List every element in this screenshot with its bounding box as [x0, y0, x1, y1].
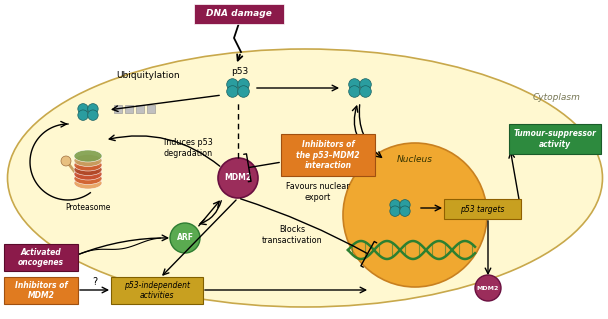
Text: ?: ? — [92, 277, 97, 287]
FancyBboxPatch shape — [509, 124, 601, 154]
Circle shape — [88, 110, 98, 120]
Circle shape — [88, 104, 98, 114]
FancyBboxPatch shape — [4, 277, 78, 304]
Circle shape — [78, 110, 88, 120]
FancyBboxPatch shape — [147, 105, 154, 113]
FancyBboxPatch shape — [194, 4, 284, 24]
Text: MDM2: MDM2 — [477, 286, 499, 291]
Text: Inhibitors of
the p53–MDM2
interaction: Inhibitors of the p53–MDM2 interaction — [296, 140, 360, 170]
Ellipse shape — [74, 154, 102, 167]
Text: Proteasome: Proteasome — [65, 204, 111, 212]
FancyBboxPatch shape — [4, 244, 78, 271]
Circle shape — [170, 223, 200, 253]
Text: ARF: ARF — [176, 234, 193, 242]
Ellipse shape — [74, 177, 102, 189]
Text: Cytoplasm: Cytoplasm — [533, 93, 581, 102]
FancyBboxPatch shape — [111, 277, 203, 304]
Ellipse shape — [74, 159, 102, 171]
Circle shape — [360, 86, 371, 97]
Circle shape — [390, 200, 400, 210]
Circle shape — [238, 86, 249, 97]
Text: Inhibitors of
MDM2: Inhibitors of MDM2 — [15, 281, 67, 300]
Ellipse shape — [74, 168, 102, 180]
Circle shape — [360, 79, 371, 90]
Circle shape — [78, 104, 88, 114]
Circle shape — [399, 206, 410, 216]
Circle shape — [227, 79, 238, 90]
Circle shape — [61, 156, 71, 166]
Ellipse shape — [74, 173, 102, 184]
Circle shape — [349, 79, 361, 90]
FancyBboxPatch shape — [114, 105, 122, 113]
Ellipse shape — [74, 164, 102, 175]
Text: p53 targets: p53 targets — [460, 204, 505, 213]
Text: Favours nuclear
export: Favours nuclear export — [286, 182, 350, 202]
Circle shape — [343, 143, 487, 287]
Circle shape — [349, 86, 361, 97]
Circle shape — [227, 86, 238, 97]
FancyBboxPatch shape — [281, 134, 375, 176]
Circle shape — [399, 200, 410, 210]
FancyBboxPatch shape — [125, 105, 133, 113]
Circle shape — [475, 275, 501, 301]
Ellipse shape — [7, 49, 603, 307]
Text: p53-independent
activities: p53-independent activities — [124, 281, 190, 300]
Text: Ubiquitylation: Ubiquitylation — [116, 70, 180, 79]
Circle shape — [390, 206, 400, 216]
Text: Induces p53
degradation: Induces p53 degradation — [164, 138, 213, 158]
Text: Nucleus: Nucleus — [397, 155, 433, 165]
Text: Tumour-suppressor
activity: Tumour-suppressor activity — [514, 129, 596, 149]
Text: DNA damage: DNA damage — [206, 10, 272, 19]
Text: p53: p53 — [232, 68, 249, 77]
Text: Activated
oncogenes: Activated oncogenes — [18, 248, 64, 267]
Text: MDM2: MDM2 — [224, 174, 252, 182]
Text: Blocks
transactivation: Blocks transactivation — [261, 225, 322, 245]
Circle shape — [218, 158, 258, 198]
FancyBboxPatch shape — [136, 105, 143, 113]
Circle shape — [238, 79, 249, 90]
FancyBboxPatch shape — [444, 199, 521, 219]
Ellipse shape — [74, 150, 102, 162]
